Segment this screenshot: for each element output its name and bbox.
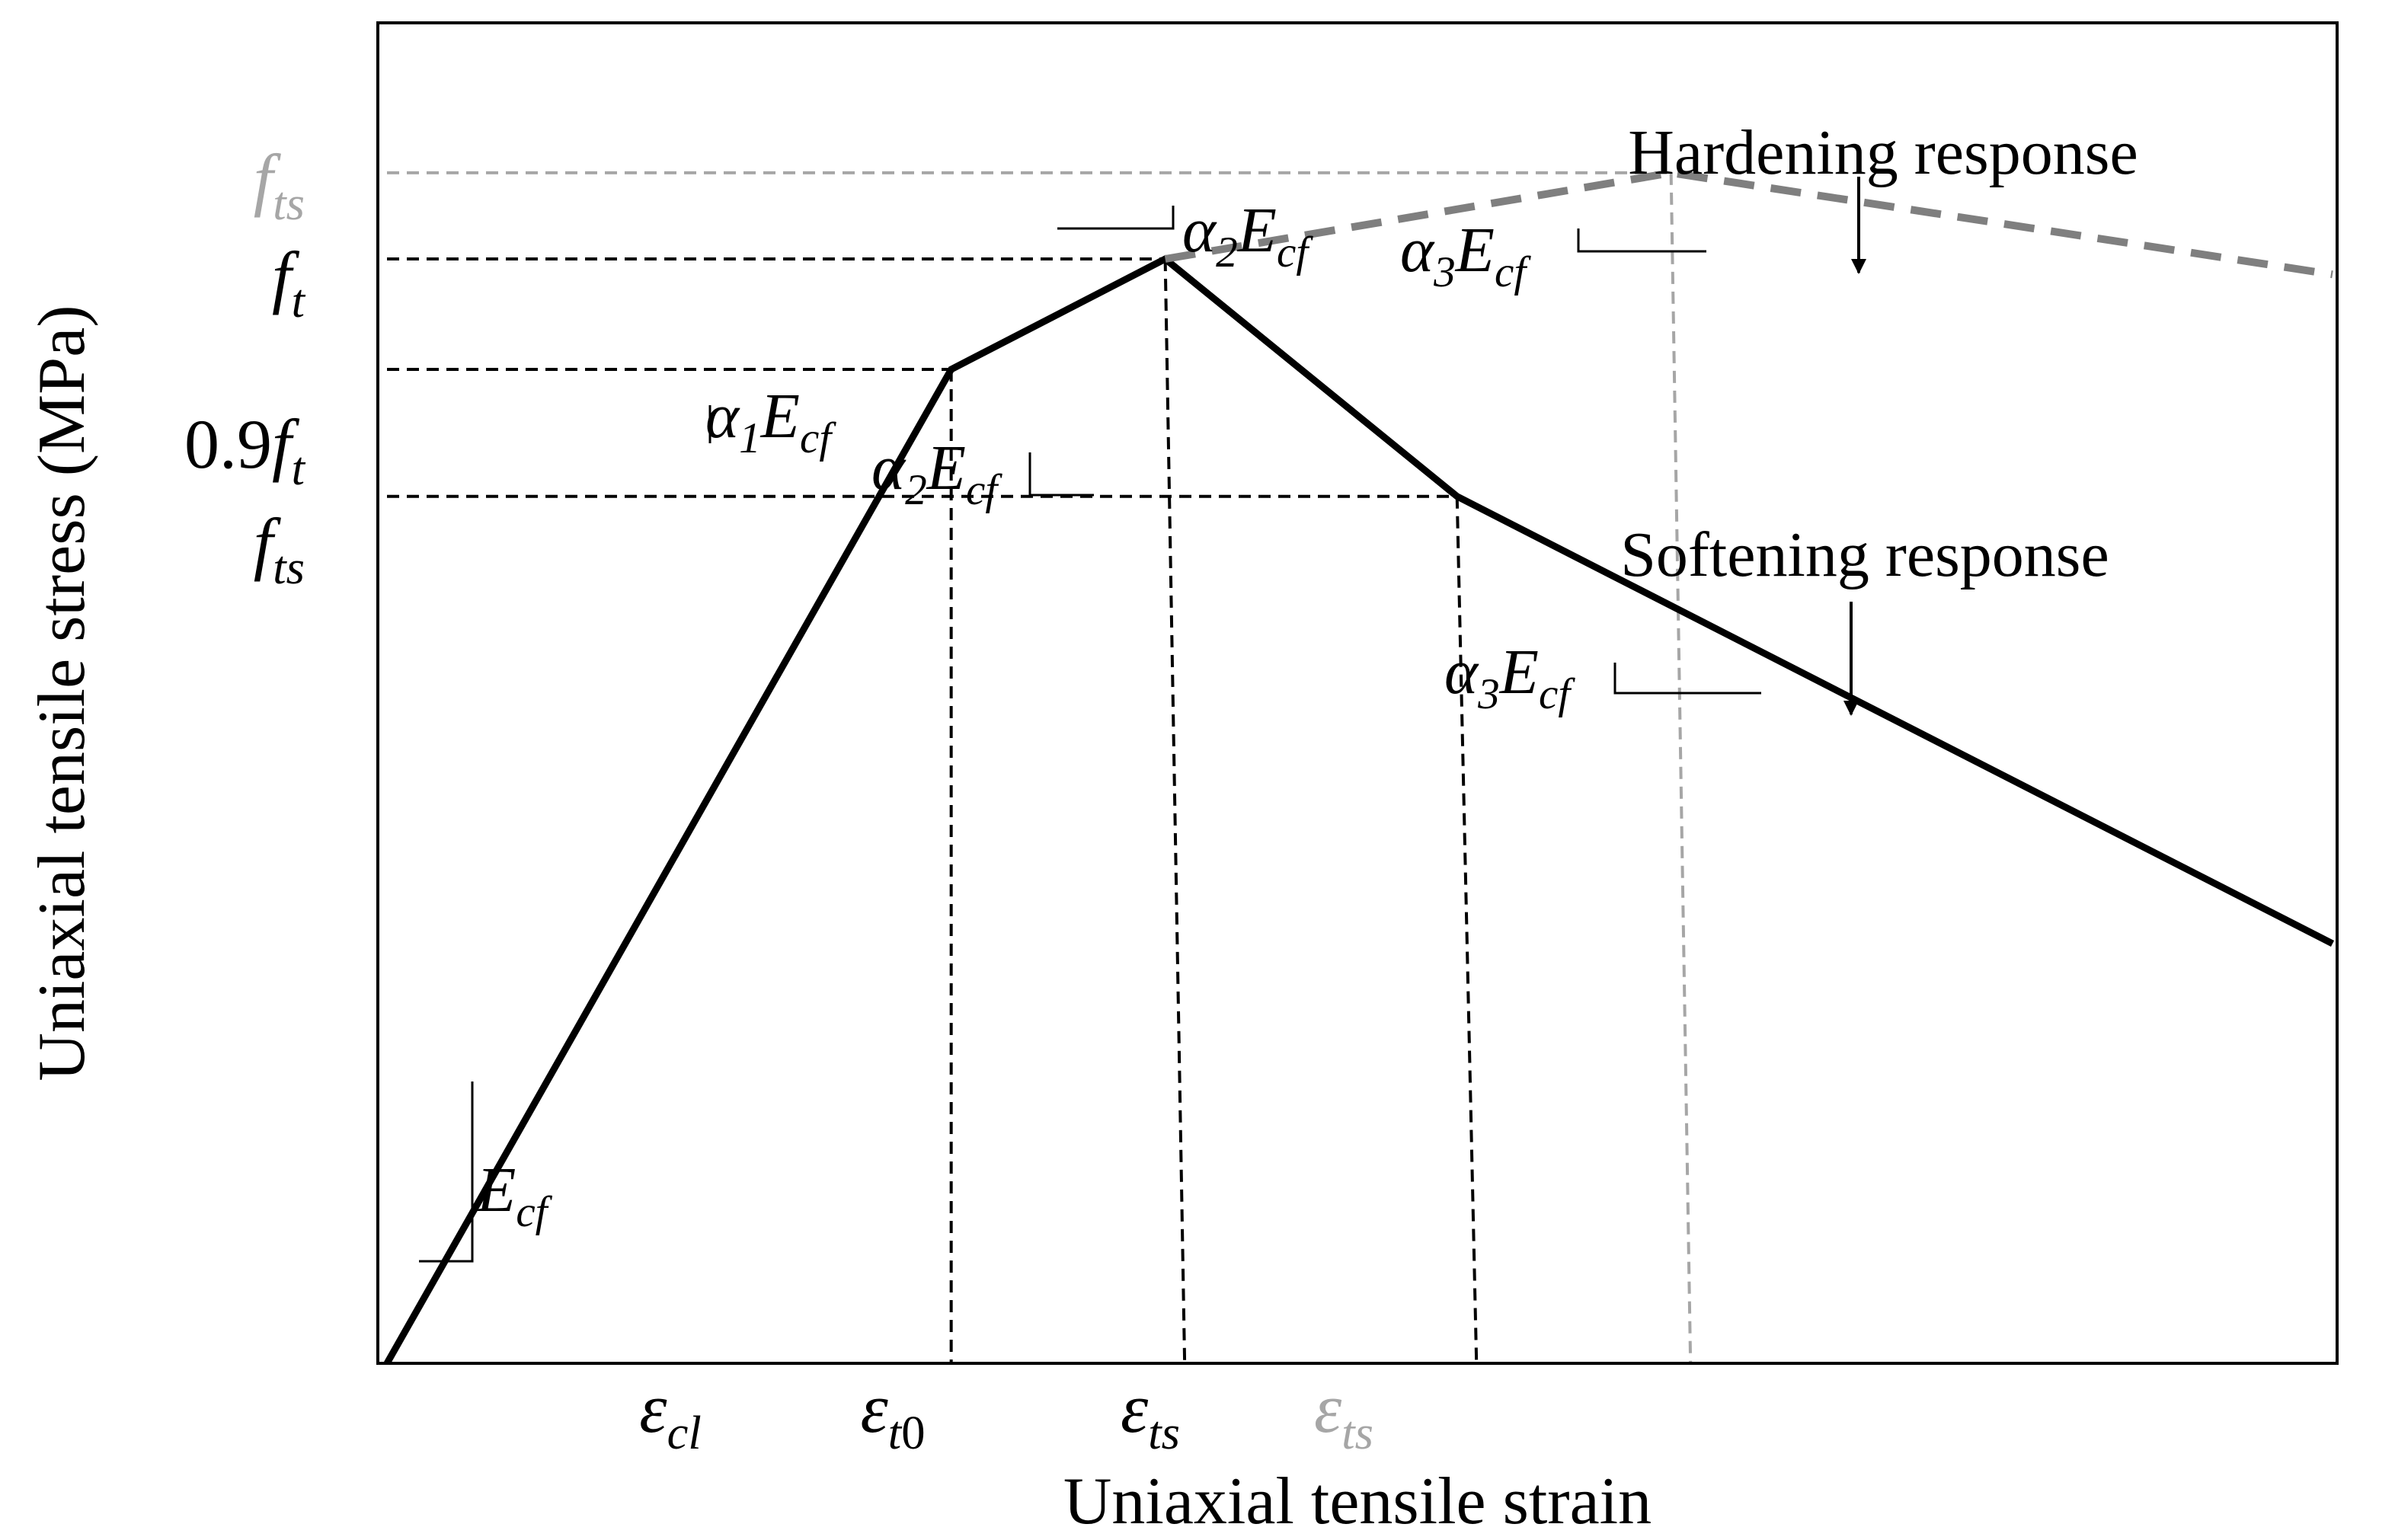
slope-indicator-5 [1613,663,1761,695]
slope-indicator-0 [419,1082,474,1263]
slope-indicator-2 [1028,452,1094,497]
slope-label-a3_hard: α3Ecf [1400,215,1531,296]
x-tick-label-et0: εt0 [861,1369,926,1459]
y-axis-label: Uniaxial tensile stress (MPa) [25,305,99,1081]
plot-area-frame [376,21,2339,1365]
y-tick-label-ft: ft [272,238,306,327]
guide-line-6 [1455,496,1479,1364]
hardening-response-line [1164,168,2333,279]
data-series [384,168,2335,1366]
y-tick-label-fts_h: fts [254,140,305,230]
guide-line-7 [1669,172,1693,1364]
slope-triangles [419,177,1866,1263]
softening-response-line [384,254,2335,1366]
y-tick-label-p9ft: 0.9ft [184,405,306,495]
chart-text: fts ft 0.9ft fts εcl εt0 εts εts Ecf α1Ecf α2Ecf α2… [184,117,2138,1459]
x-tick-label-ets_h: εts [1314,1369,1373,1459]
slope-label-a2_hard: α2Ecf [1182,195,1313,276]
x-tick-label-ets: εts [1121,1369,1180,1459]
slope-label-ecf: Ecf [476,1155,553,1236]
slope-label-a1: α1Ecf [705,381,836,462]
guide-line-5 [1163,258,1187,1364]
slope-label-a3_soft: α3Ecf [1444,637,1575,718]
y-tick-label-fts: fts [254,504,305,594]
slope-indicator-3 [1057,206,1175,230]
slope-indicator-4 [1577,228,1706,253]
x-axis-label: Uniaxial tensile strain [1063,1465,1652,1538]
slope-label-a2_soft: α2Ecf [871,433,1002,514]
guide-lines [387,171,1693,1364]
x-tick-label-ecl: εcl [639,1369,701,1459]
hardening-response-label: Hardening response [1628,117,2138,188]
softening-response-label: Softening response [1620,519,2109,590]
